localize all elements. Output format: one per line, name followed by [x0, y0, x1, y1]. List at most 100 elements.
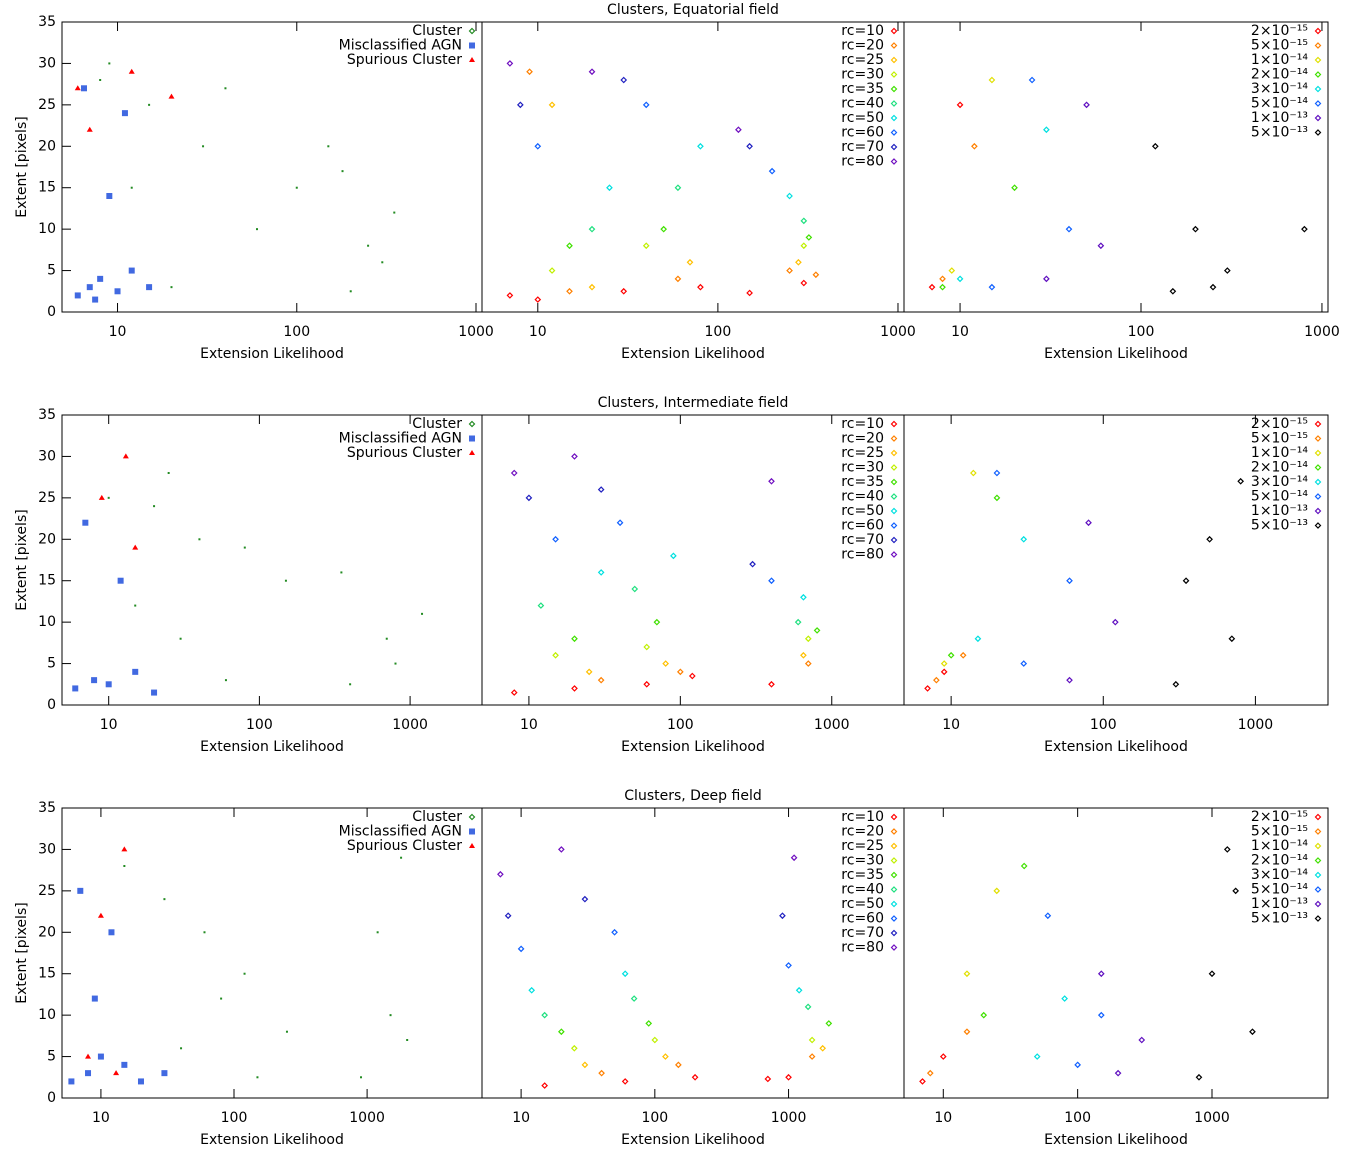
legend-label: Cluster — [412, 416, 462, 432]
legend-marker — [890, 522, 898, 529]
x-tick-label: 100 — [705, 324, 732, 340]
x-tick-label: 100 — [667, 717, 694, 733]
point — [611, 928, 618, 936]
legend-marker — [890, 114, 898, 122]
x-tick-label: 10 — [109, 324, 127, 340]
point — [971, 142, 978, 150]
point — [974, 635, 982, 643]
legend-marker — [890, 129, 898, 136]
point — [1033, 1053, 1041, 1060]
legend-label: Spurious Cluster — [347, 52, 462, 68]
x-tick-label: 10 — [100, 717, 118, 733]
point — [526, 68, 533, 76]
y-tick-label: 10 — [38, 1007, 56, 1023]
point — [394, 662, 397, 665]
point — [541, 1011, 549, 1019]
point — [340, 571, 343, 574]
legend-marker — [890, 27, 898, 35]
point — [113, 1070, 120, 1076]
point — [1169, 287, 1177, 295]
point — [804, 660, 812, 667]
point — [128, 267, 135, 274]
point — [1066, 676, 1073, 684]
point — [86, 126, 93, 132]
legend-label: 3×10⁻¹⁴ — [1251, 81, 1308, 97]
point — [421, 612, 424, 615]
point — [800, 593, 807, 601]
point — [790, 854, 798, 862]
legend-label: 5×10⁻¹⁵ — [1251, 38, 1308, 54]
legend-marker — [890, 915, 898, 922]
legend-marker — [1314, 522, 1322, 529]
x-axis-label: Extension Likelihood — [200, 1132, 344, 1148]
point — [1223, 267, 1231, 274]
point — [72, 685, 79, 692]
point — [1097, 242, 1105, 250]
legend-marker — [890, 435, 898, 442]
y-tick-label: 25 — [38, 883, 56, 899]
point — [643, 680, 651, 688]
point — [1237, 477, 1245, 485]
y-tick-label: 35 — [38, 800, 56, 816]
point — [506, 292, 514, 299]
point — [117, 577, 124, 584]
point — [148, 103, 151, 106]
legend-label: Cluster — [412, 809, 462, 825]
point — [558, 1028, 565, 1036]
point — [662, 660, 670, 667]
point — [764, 1075, 772, 1083]
legend-label: 5×10⁻¹⁴ — [1251, 882, 1308, 898]
point — [670, 552, 677, 560]
legend-marker — [1314, 42, 1322, 49]
legend-marker — [890, 478, 898, 486]
legend-label: rc=20 — [841, 431, 884, 447]
point — [993, 469, 1001, 477]
legend-label: Spurious Cluster — [347, 838, 462, 854]
legend-marker — [469, 843, 475, 848]
point — [970, 469, 977, 477]
point — [621, 1078, 629, 1085]
legend-label: rc=50 — [841, 110, 884, 126]
legend-label: 1×10⁻¹⁴ — [1251, 52, 1308, 68]
point — [980, 1011, 988, 1019]
legend-marker — [890, 100, 898, 107]
legend-label: rc=40 — [841, 489, 884, 505]
point — [91, 995, 98, 1002]
point — [1151, 142, 1159, 150]
point — [1182, 577, 1190, 585]
point — [1085, 519, 1092, 527]
legend-marker — [1314, 27, 1322, 35]
legend-marker — [890, 842, 898, 850]
legend-label: 2×10⁻¹⁴ — [1251, 460, 1308, 476]
point — [393, 211, 396, 214]
point — [800, 651, 807, 659]
point — [571, 635, 578, 643]
point — [825, 1020, 833, 1027]
point — [800, 242, 808, 250]
point — [1172, 680, 1180, 688]
point — [939, 1053, 947, 1060]
y-tick-label: 15 — [38, 180, 56, 196]
x-axis-label: Extension Likelihood — [621, 1132, 765, 1148]
point — [106, 193, 113, 199]
point — [97, 275, 104, 282]
legend-marker — [1314, 478, 1322, 486]
point — [180, 1047, 183, 1050]
point — [735, 126, 742, 134]
point — [552, 651, 559, 659]
legend-label: rc=60 — [841, 125, 884, 141]
point — [933, 676, 940, 684]
legend-label: rc=30 — [841, 460, 884, 476]
point — [525, 494, 533, 502]
legend-marker — [1314, 871, 1322, 879]
point — [956, 275, 964, 283]
point — [1206, 535, 1213, 543]
point — [597, 486, 605, 493]
point — [381, 261, 384, 264]
point — [988, 283, 996, 291]
point — [808, 1053, 816, 1060]
legend-marker — [469, 57, 475, 62]
legend-marker — [1314, 71, 1322, 78]
legend-marker — [469, 42, 475, 49]
legend-marker — [1314, 813, 1322, 821]
